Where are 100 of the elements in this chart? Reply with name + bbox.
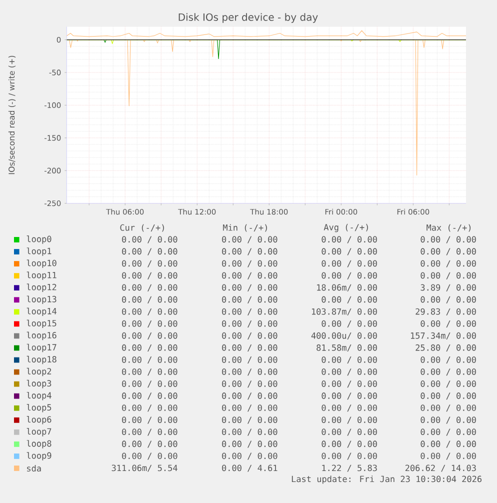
text: 0.00 / 0.00 — [122, 308, 178, 316]
y-axis-title: IOs/second read (-) / write (+) — [8, 56, 16, 174]
text: 0.00 / 0.00 — [122, 284, 178, 292]
text: 0.00 / 0.00 — [222, 296, 278, 304]
text: Avg (-/+) — [324, 224, 368, 232]
text: 0.00 / 0.00 — [420, 404, 476, 412]
text: 0.00 / 0.00 — [420, 296, 476, 304]
text: 0.00 / 0.00 — [222, 440, 278, 448]
text: 0.00 / 0.00 — [322, 440, 377, 448]
legend-label: loop6 — [26, 416, 52, 424]
text: Min (-/+) — [223, 224, 267, 232]
text: 157.34m/ 0.00 — [410, 332, 476, 340]
text: 0.00 / 0.00 — [222, 368, 278, 376]
text: 0.00 / 0.00 — [420, 368, 476, 376]
text: 0.00 / 0.00 — [222, 404, 278, 412]
text: 0.00 / 0.00 — [122, 452, 178, 460]
legend-label: loop3 — [26, 380, 52, 388]
text: 0.00 / 0.00 — [420, 392, 476, 400]
text: 0.00 / 0.00 — [122, 404, 178, 412]
text: 0.00 / 0.00 — [420, 236, 476, 244]
text: 0.00 / 0.00 — [322, 380, 377, 388]
text: 0.00 / 0.00 — [322, 248, 377, 256]
text: Max (-/+) — [426, 224, 471, 232]
text: 0.00 / 0.00 — [222, 428, 278, 436]
text: 0.00 / 0.00 — [122, 368, 178, 376]
text: 0.00 / 0.00 — [420, 260, 476, 268]
text: 0.00 / 0.00 — [222, 236, 278, 244]
text: 0.00 / 0.00 — [122, 260, 178, 268]
legend-label: loop13 — [26, 296, 56, 304]
text: 103.87m/ 0.00 — [312, 308, 377, 316]
text: 0.00 / 0.00 — [420, 452, 476, 460]
legend-label: loop14 — [26, 308, 56, 316]
text: 0.00 / 0.00 — [222, 260, 278, 268]
legend-label: loop16 — [26, 332, 56, 340]
text: 0.00 / 0.00 — [222, 332, 278, 340]
text: 0.00 / 0.00 — [122, 416, 178, 424]
text: 3.89 / 0.00 — [420, 284, 476, 292]
text: 0.00 / 0.00 — [122, 440, 178, 448]
legend-label: loop2 — [26, 368, 52, 376]
text: 0.00 / 0.00 — [322, 356, 377, 364]
legend-label: loop8 — [26, 440, 52, 448]
text: 0.00 / 0.00 — [322, 452, 377, 460]
text: 0.00 / 0.00 — [222, 392, 278, 400]
text: 0.00 / 0.00 — [122, 332, 178, 340]
text: 0.00 / 0.00 — [122, 356, 178, 364]
text: 0.00 / 0.00 — [222, 248, 278, 256]
chart-title: Disk IOs per device - by day — [178, 13, 318, 23]
text: 29.83 / 0.00 — [416, 308, 476, 316]
text: 0.00 / 0.00 — [122, 248, 178, 256]
text: 311.06m/ 5.54 — [112, 464, 178, 472]
text: 0.00 / 0.00 — [222, 452, 278, 460]
text: 0.00 / 0.00 — [222, 356, 278, 364]
legend-label: loop17 — [26, 344, 56, 352]
text: 0.00 / 0.00 — [122, 428, 178, 436]
text: 0.00 / 0.00 — [122, 272, 178, 280]
legend-label: loop4 — [26, 392, 52, 400]
text: 0.00 / 0.00 — [222, 308, 278, 316]
text: 0.00 / 0.00 — [122, 344, 178, 352]
text: Cur (-/+) — [120, 224, 164, 232]
legend-label: loop7 — [26, 428, 52, 436]
text: 0.00 / 0.00 — [420, 356, 476, 364]
text: 0.00 / 0.00 — [222, 344, 278, 352]
text: 81.58m/ 0.00 — [316, 344, 377, 352]
legend-label: loop10 — [26, 260, 56, 268]
text: 0.00 / 0.00 — [122, 296, 178, 304]
text: Last update: Fri Jan 23 10:30:04 2026 — [292, 476, 482, 484]
text: 0.00 / 0.00 — [122, 392, 178, 400]
text: 0.00 / 0.00 — [322, 260, 377, 268]
text: 400.00u/ 0.00 — [311, 332, 377, 340]
text: 0.00 / 0.00 — [322, 236, 377, 244]
text: 0.00 / 0.00 — [420, 320, 476, 328]
text: 0.00 / 0.00 — [222, 416, 278, 424]
text: 0.00 / 0.00 — [322, 416, 377, 424]
text: 0.00 / 0.00 — [420, 428, 476, 436]
legend-label: loop1 — [26, 248, 52, 256]
text: 0.00 / 0.00 — [122, 320, 178, 328]
text: 0.00 / 0.00 — [322, 428, 377, 436]
legend-label: sda — [27, 464, 41, 472]
text: 0.00 / 4.61 — [222, 464, 278, 472]
text: 0.00 / 0.00 — [322, 296, 377, 304]
text: 0.00 / 0.00 — [222, 272, 278, 280]
text: 25.80 / 0.00 — [416, 344, 476, 352]
legend-label: loop11 — [26, 272, 56, 280]
text: 18.06m/ 0.00 — [317, 284, 377, 292]
text: 0.00 / 0.00 — [222, 320, 278, 328]
text: 0.00 / 0.00 — [420, 416, 476, 424]
legend-label: loop5 — [26, 404, 52, 412]
text: 0.00 / 0.00 — [420, 380, 476, 388]
text: 0.00 / 0.00 — [322, 404, 377, 412]
text: 0.00 / 0.00 — [222, 284, 278, 292]
text: 0.00 / 0.00 — [420, 440, 476, 448]
legend-label: loop12 — [26, 284, 56, 292]
text: 0.00 / 0.00 — [322, 368, 377, 376]
legend-label: loop15 — [26, 320, 56, 328]
text: 0.00 / 0.00 — [222, 380, 278, 388]
text: 0.00 / 0.00 — [420, 248, 476, 256]
legend-label: loop0 — [26, 236, 52, 244]
legend-label: loop9 — [26, 452, 52, 460]
legend-label: loop18 — [26, 356, 56, 364]
text: 0.00 / 0.00 — [420, 272, 476, 280]
